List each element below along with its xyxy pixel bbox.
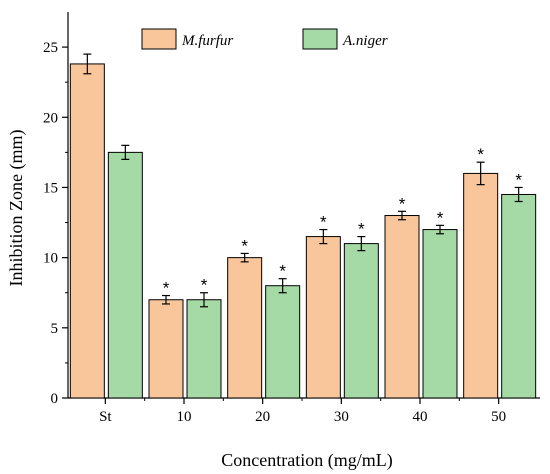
bar (343, 243, 379, 399)
x-tick-label: 20 (255, 409, 270, 425)
bar (69, 63, 105, 399)
y-tick-label: 0 (51, 391, 59, 407)
bar (265, 285, 301, 399)
x-axis-title: Concentration (mg/mL) (221, 450, 392, 471)
significance-marker: * (163, 279, 170, 298)
bar (305, 236, 341, 399)
significance-marker: * (279, 262, 286, 281)
y-tick-label: 15 (43, 180, 58, 196)
legend: M.furfur A.niger (141, 28, 388, 50)
x-tick-label: 50 (491, 409, 506, 425)
bar (422, 229, 458, 399)
bar (107, 151, 143, 399)
x-tick-label: St (99, 409, 112, 425)
legend-swatch (141, 28, 177, 50)
y-axis-title: Inhibition Zone (mm) (6, 130, 27, 287)
bar (186, 299, 222, 399)
significance-marker: * (399, 194, 406, 213)
bar (384, 215, 420, 399)
y-tick-label: 25 (43, 40, 58, 56)
bar (501, 193, 537, 399)
legend-label: M.furfur (181, 33, 233, 49)
bar (463, 172, 499, 399)
plot-area: 0 5 10 15 20 25 St 10 * * 20 * * 30 * * 40 * * 50 * * (43, 12, 540, 425)
x-tick-label: 40 (413, 409, 428, 425)
bar (148, 299, 184, 399)
significance-marker: * (320, 213, 327, 232)
y-tick-label: 5 (51, 321, 59, 337)
legend-swatch (302, 28, 338, 50)
significance-marker: * (358, 220, 365, 239)
significance-marker: * (477, 145, 484, 164)
x-tick-label: 30 (334, 409, 349, 425)
legend-label: A.niger (342, 33, 388, 49)
significance-marker: * (437, 208, 444, 227)
y-tick-label: 10 (43, 251, 58, 267)
bar (227, 257, 263, 399)
significance-marker: * (201, 276, 208, 295)
significance-marker: * (515, 170, 522, 189)
x-tick-label: 10 (177, 409, 192, 425)
y-tick-label: 20 (43, 110, 58, 126)
significance-marker: * (241, 236, 248, 255)
